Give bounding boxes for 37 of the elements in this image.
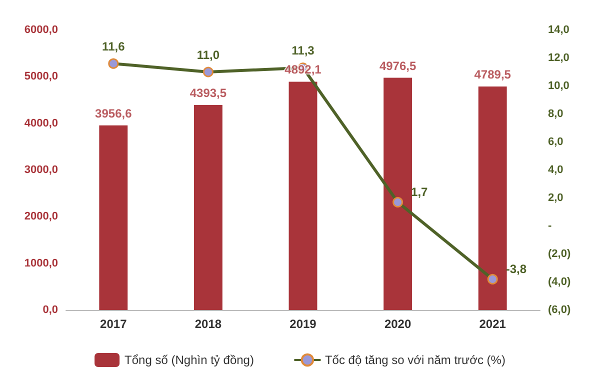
y2-tick-label: 4,0 — [548, 164, 564, 176]
y2-tick-label: 2,0 — [548, 192, 564, 204]
data-label: 11,3 — [292, 44, 315, 58]
data-label: 4976,5 — [379, 58, 416, 73]
y2-tick-label: - — [548, 220, 552, 232]
bar — [99, 125, 128, 310]
x-tick-label: 2019 — [290, 317, 317, 331]
y2-tick-label: 10,0 — [548, 80, 570, 92]
y2-tick-label: 6,0 — [548, 136, 564, 148]
x-tick-label: 2018 — [194, 317, 222, 331]
data-label: 11,0 — [196, 48, 220, 62]
x-tick-label: 2017 — [100, 317, 128, 331]
data-label: 4393,5 — [190, 86, 227, 100]
bar — [384, 78, 412, 310]
y2-tick-label: 12,0 — [548, 52, 570, 64]
data-label: 3956,6 — [95, 106, 132, 120]
x-tick-label: 2021 — [479, 317, 506, 331]
bar — [288, 82, 318, 310]
y-tick-label: 0,0 — [42, 304, 58, 316]
x-tick-label: 2020 — [384, 317, 412, 331]
y2-tick-label: (2,0) — [548, 248, 571, 260]
legend-label: Tốc độ tăng so với năm trước (%) — [324, 353, 506, 367]
y-tick-label: 6000,0 — [24, 24, 58, 36]
y-tick-label: 2000,0 — [24, 210, 58, 223]
y2-tick-label: 8,0 — [548, 108, 564, 120]
y2-tick-label: (6,0) — [548, 304, 571, 316]
bar — [478, 86, 507, 310]
legend-label: Tổng số (Nghìn tỷ đồng) — [124, 353, 254, 367]
y-tick-label: 4000,0 — [24, 117, 58, 130]
data-label: 4789,5 — [474, 67, 512, 82]
y-tick-label: 1000,0 — [24, 257, 58, 270]
y2-tick-label: 14,0 — [548, 24, 570, 36]
bar — [194, 104, 222, 310]
data-label: 11,6 — [102, 39, 126, 54]
y-tick-label: 3000,0 — [24, 164, 58, 176]
y-tick-label: 5000,0 — [24, 70, 58, 83]
y2-tick-label: (4,0) — [548, 276, 571, 288]
